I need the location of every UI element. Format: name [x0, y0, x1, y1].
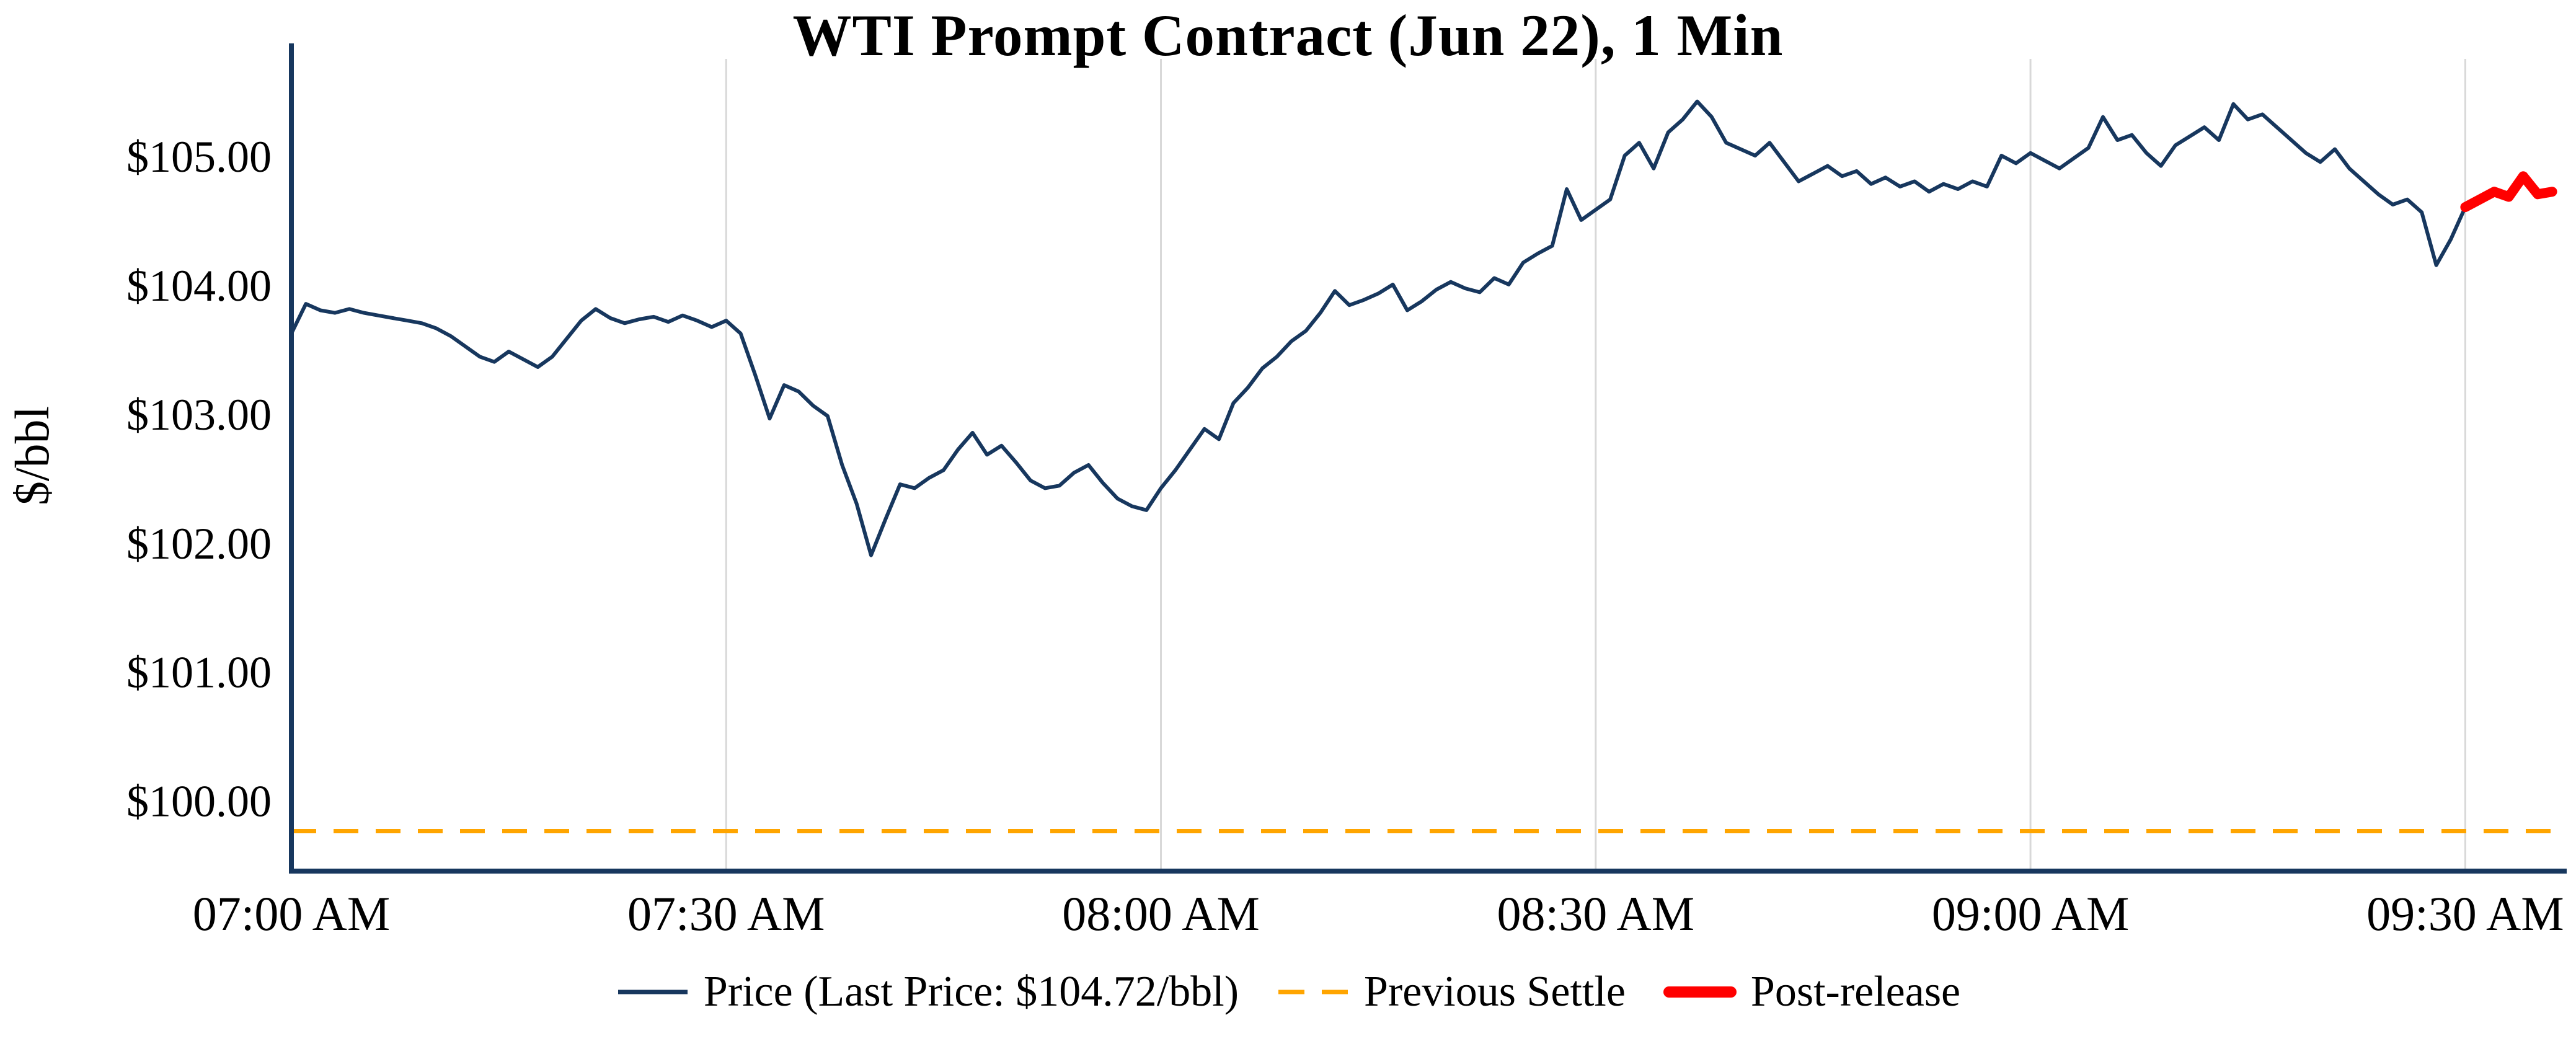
price-line: [290, 99, 2468, 557]
legend-settle-label: Previous Settle: [1364, 968, 1626, 1016]
y-tick-label: $104.00: [126, 261, 272, 311]
price-line-sample-icon: [617, 990, 688, 994]
y-tick-label: $103.00: [126, 390, 272, 440]
post-release-line-sample-icon: [1663, 986, 1737, 998]
x-tick-label: 09:30 AM: [2366, 887, 2564, 941]
x-tick-label: 08:00 AM: [1062, 887, 1260, 941]
legend-item-settle: Previous Settle: [1276, 967, 1626, 1017]
settle-dashed-line-sample-icon: [1278, 990, 1348, 994]
x-tick-label: 07:30 AM: [627, 887, 825, 941]
x-tick-label: 08:30 AM: [1497, 887, 1695, 941]
y-tick-label: $100.00: [126, 777, 272, 826]
y-tick-label: $101.00: [126, 648, 272, 698]
post-release-line: [2460, 171, 2557, 213]
x-tick-label: 07:00 AM: [193, 887, 391, 941]
legend-item-price: Price (Last Price: $104.72/bbl): [616, 967, 1239, 1017]
y-tick-label: $102.00: [126, 519, 272, 569]
chart-title: WTI Prompt Contract (Jun 22), 1 Min: [792, 2, 1784, 68]
legend-price-label: Price (Last Price: $104.72/bbl): [703, 968, 1239, 1016]
legend-item-post: Post-release: [1663, 967, 1960, 1017]
legend-post-label: Post-release: [1750, 968, 1961, 1016]
y-tick-label: $105.00: [126, 132, 272, 182]
legend: Price (Last Price: $104.72/bbl) Previous…: [0, 967, 2576, 1017]
x-tick-label: 09:00 AM: [1932, 887, 2130, 941]
